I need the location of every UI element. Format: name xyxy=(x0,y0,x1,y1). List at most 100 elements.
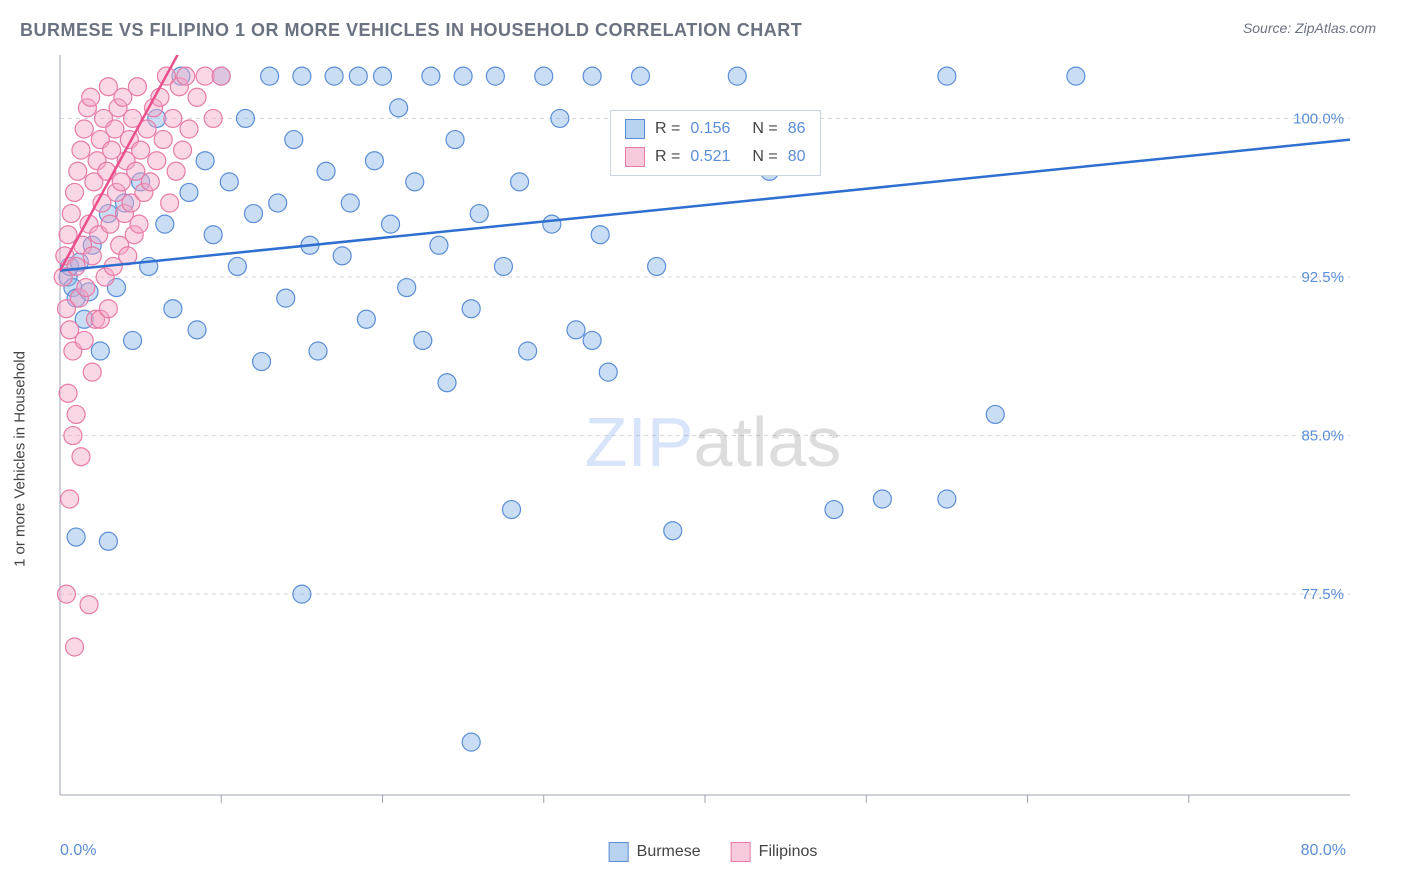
data-point xyxy=(128,78,146,96)
data-point xyxy=(69,162,87,180)
data-point xyxy=(470,205,488,223)
data-point xyxy=(551,109,569,127)
data-point xyxy=(67,528,85,546)
data-point xyxy=(309,342,327,360)
data-point xyxy=(462,733,480,751)
svg-text:77.5%: 77.5% xyxy=(1301,586,1344,603)
data-point xyxy=(446,131,464,149)
data-point xyxy=(341,194,359,212)
data-point xyxy=(825,501,843,519)
data-point xyxy=(414,331,432,349)
r-value: 0.521 xyxy=(690,148,730,166)
data-point xyxy=(177,67,195,85)
data-point xyxy=(938,490,956,508)
data-point xyxy=(99,532,117,550)
data-point xyxy=(728,67,746,85)
data-point xyxy=(196,67,214,85)
data-point xyxy=(99,300,117,318)
data-point xyxy=(430,236,448,254)
data-point xyxy=(462,300,480,318)
data-point xyxy=(398,279,416,297)
data-point xyxy=(174,141,192,159)
r-label: R = xyxy=(655,148,680,166)
data-point xyxy=(67,257,85,275)
n-value: 80 xyxy=(788,148,806,166)
r-value: 0.156 xyxy=(690,120,730,138)
data-point xyxy=(148,152,166,170)
data-point xyxy=(132,141,150,159)
data-point xyxy=(77,279,95,297)
data-point xyxy=(196,152,214,170)
data-point xyxy=(156,215,174,233)
data-point xyxy=(349,67,367,85)
data-point xyxy=(438,374,456,392)
chart-area: 1 or more Vehicles in Household 77.5%85.… xyxy=(50,55,1376,862)
data-point xyxy=(591,226,609,244)
data-point xyxy=(511,173,529,191)
data-point xyxy=(188,321,206,339)
data-point xyxy=(293,67,311,85)
data-point xyxy=(365,152,383,170)
data-point xyxy=(57,585,75,603)
data-point xyxy=(212,67,230,85)
data-point xyxy=(220,173,238,191)
n-value: 86 xyxy=(788,120,806,138)
data-point xyxy=(124,331,142,349)
data-point xyxy=(83,363,101,381)
data-point xyxy=(357,310,375,328)
data-point xyxy=(333,247,351,265)
svg-text:85.0%: 85.0% xyxy=(1301,428,1344,445)
svg-text:92.5%: 92.5% xyxy=(1301,269,1344,286)
legend-label: Filipinos xyxy=(759,843,818,861)
svg-text:100.0%: 100.0% xyxy=(1293,110,1344,127)
chart-source: Source: ZipAtlas.com xyxy=(1243,20,1376,36)
data-point xyxy=(406,173,424,191)
data-point xyxy=(204,226,222,244)
data-point xyxy=(72,448,90,466)
r-label: R = xyxy=(655,120,680,138)
data-point xyxy=(285,131,303,149)
data-point xyxy=(164,109,182,127)
legend-item: Filipinos xyxy=(731,842,818,862)
data-point xyxy=(374,67,392,85)
data-point xyxy=(269,194,287,212)
data-point xyxy=(390,99,408,117)
data-point xyxy=(180,120,198,138)
data-point xyxy=(66,183,84,201)
data-point xyxy=(543,215,561,233)
data-point xyxy=(317,162,335,180)
data-point xyxy=(938,67,956,85)
data-point xyxy=(59,384,77,402)
data-point xyxy=(167,162,185,180)
data-point xyxy=(583,67,601,85)
data-point xyxy=(180,183,198,201)
data-point xyxy=(648,257,666,275)
data-point xyxy=(632,67,650,85)
data-point xyxy=(80,596,98,614)
data-point xyxy=(228,257,246,275)
data-point xyxy=(204,109,222,127)
data-point xyxy=(72,141,90,159)
n-label: N = xyxy=(752,120,777,138)
data-point xyxy=(519,342,537,360)
data-point xyxy=(245,205,263,223)
stats-legend: R = 0.156 N = 86 R = 0.521 N = 80 xyxy=(610,110,821,176)
data-point xyxy=(1067,67,1085,85)
data-point xyxy=(64,427,82,445)
legend-swatch xyxy=(609,842,629,862)
data-point xyxy=(61,490,79,508)
data-point xyxy=(236,109,254,127)
data-point xyxy=(486,67,504,85)
n-label: N = xyxy=(752,148,777,166)
data-point xyxy=(277,289,295,307)
data-point xyxy=(454,67,472,85)
data-point xyxy=(599,363,617,381)
data-point xyxy=(154,131,172,149)
data-point xyxy=(664,522,682,540)
series-burmese xyxy=(59,67,1085,751)
data-point xyxy=(164,300,182,318)
data-point xyxy=(188,88,206,106)
data-point xyxy=(583,331,601,349)
data-point xyxy=(75,120,93,138)
legend-swatch xyxy=(731,842,751,862)
